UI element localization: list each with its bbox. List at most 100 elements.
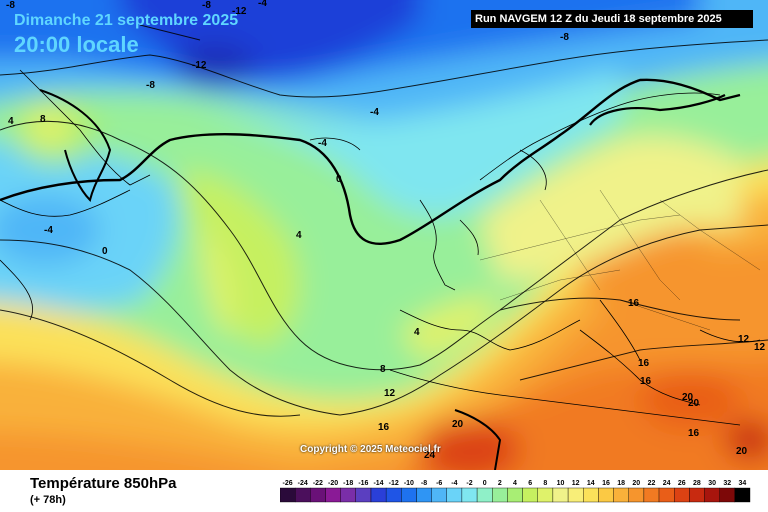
scale-swatch <box>643 487 660 503</box>
scale-label: 26 <box>678 480 686 487</box>
scale-label: -6 <box>436 480 442 487</box>
contour-label: -4 <box>258 0 267 9</box>
contour-label: 16 <box>638 358 650 369</box>
zero-isotherm <box>0 78 741 245</box>
forecast-date: Dimanche 21 septembre 2025 <box>14 12 239 29</box>
scale-label: 12 <box>572 480 580 487</box>
contour-label: 0 <box>102 246 108 257</box>
contour-label: 8 <box>380 364 386 375</box>
scale-swatch <box>280 487 296 503</box>
scale-swatch <box>431 487 448 503</box>
scale-swatch <box>552 487 569 503</box>
scale-swatch <box>734 487 751 503</box>
scale-label: -18 <box>343 480 353 487</box>
scale-label: -16 <box>358 480 368 487</box>
parameter-title: Température 850hPa <box>30 475 177 492</box>
scale-label: 2 <box>498 480 502 487</box>
scale-label: 28 <box>693 480 701 487</box>
scale-label: -20 <box>328 480 338 487</box>
contour-label: 20 <box>452 419 464 430</box>
contour-labels: -8 -12 -4 -8 -12 -8 -8 -4 -4 8 4 -4 0 0 … <box>6 0 766 461</box>
contour-label: 4 <box>414 327 420 338</box>
scale-swatch <box>416 487 432 503</box>
scale-swatch <box>385 487 402 503</box>
scale-label: -12 <box>389 480 399 487</box>
contour-label: 12 <box>384 388 396 399</box>
scale-label: 24 <box>663 480 671 487</box>
scale-swatch <box>689 487 705 503</box>
contour-label: -12 <box>192 60 207 71</box>
scale-swatch <box>583 487 599 503</box>
scale-swatch <box>598 487 614 503</box>
contour-label: 4 <box>8 116 14 127</box>
copyright-text: Copyright © 2025 Meteociel.fr <box>300 444 441 455</box>
scale-swatch <box>310 487 326 503</box>
scale-label: -2 <box>466 480 472 487</box>
scale-label: 4 <box>513 480 517 487</box>
scale-swatch <box>537 487 554 503</box>
scale-label: 22 <box>648 480 656 487</box>
scale-label: 32 <box>723 480 731 487</box>
scale-swatch <box>507 487 523 503</box>
contour-label: 16 <box>688 428 700 439</box>
scale-swatch <box>355 487 372 503</box>
scale-label: -4 <box>451 480 457 487</box>
scale-swatch <box>567 487 584 503</box>
contour-label: 20 <box>682 392 694 403</box>
contour-label: -8 <box>146 80 155 91</box>
contour-label: 20 <box>688 398 700 409</box>
scale-swatch <box>613 487 629 503</box>
scale-swatch <box>446 487 463 503</box>
scale-label: -14 <box>373 480 383 487</box>
contour-label: -8 <box>6 0 15 11</box>
scale-swatch <box>658 487 675 503</box>
model-run-label: Run NAVGEM 12 Z du Jeudi 18 septembre 20… <box>471 10 753 28</box>
contour-label: 20 <box>736 446 748 457</box>
scale-label: -26 <box>283 480 293 487</box>
scale-swatch <box>294 487 311 503</box>
scale-label: 8 <box>543 480 547 487</box>
scale-swatch <box>325 487 341 503</box>
contour-label: -12 <box>232 6 247 17</box>
borders <box>479 189 761 331</box>
scale-label: -10 <box>404 480 414 487</box>
scale-swatch <box>674 487 690 503</box>
temperature-field <box>0 0 768 470</box>
contour-label: -4 <box>44 225 53 236</box>
scale-swatch <box>628 487 645 503</box>
contour-label: 12 <box>754 342 766 353</box>
scale-label: 14 <box>587 480 595 487</box>
contour-label: 12 <box>738 334 750 345</box>
scale-swatch <box>461 487 478 503</box>
coastlines <box>0 69 761 426</box>
scale-label: 16 <box>602 480 610 487</box>
lead-time: (+ 78h) <box>30 494 66 506</box>
scale-label: 20 <box>632 480 640 487</box>
contour-label: 16 <box>378 422 390 433</box>
contour-label: -4 <box>318 138 327 149</box>
contour-label: -8 <box>560 32 569 43</box>
scale-swatch <box>401 487 417 503</box>
scale-label: 0 <box>483 480 487 487</box>
scale-swatch <box>492 487 508 503</box>
contour-label: 16 <box>628 298 640 309</box>
scale-swatch <box>704 487 720 503</box>
scale-label: 30 <box>708 480 716 487</box>
scale-swatch <box>340 487 356 503</box>
contour-label: -4 <box>370 107 379 118</box>
contour-label: 24 <box>424 450 436 461</box>
contour-label: 0 <box>336 174 342 185</box>
contour-label: 8 <box>40 114 46 125</box>
temperature-map: -8 -12 -4 -8 -12 -8 -8 -4 -4 8 4 -4 0 0 … <box>0 0 768 470</box>
isotherms <box>0 24 768 417</box>
color-scale-legend: -26 -24 -22 -20 -18 -16 -14 -12 -10 -8 -6 -4 -2 0 2 4 6 8… <box>280 480 751 503</box>
scale-label: -8 <box>421 480 427 487</box>
forecast-time: 20:00 locale <box>14 32 139 57</box>
scale-swatch <box>370 487 387 503</box>
contour-label: 16 <box>640 376 652 387</box>
scale-label: 10 <box>557 480 565 487</box>
scale-swatch <box>476 487 493 503</box>
contour-label: -8 <box>202 0 211 11</box>
scale-swatch <box>719 487 736 503</box>
scale-label: 6 <box>528 480 532 487</box>
